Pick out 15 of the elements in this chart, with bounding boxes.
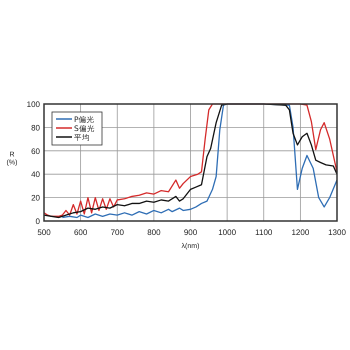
y-tick-label: 20 (31, 194, 41, 203)
y-tick-label: 60 (31, 146, 41, 156)
x-tick-label: 1300 (328, 228, 346, 237)
y-tick-label: 100 (26, 100, 41, 109)
x-tick-label: 600 (74, 228, 88, 237)
x-tick-label: 900 (184, 228, 198, 237)
y-tick-label: 40 (31, 170, 41, 180)
y-tick-label: 80 (31, 123, 41, 132)
x-tick-label: 1000 (218, 228, 237, 237)
x-tick-label: 500 (37, 228, 52, 237)
x-tick-label: 700 (110, 228, 124, 237)
x-tick-label: 1100 (255, 228, 273, 237)
x-tick-label: 1200 (291, 228, 310, 237)
y-tick-label: 0 (36, 217, 41, 226)
x-tick-label: 800 (147, 228, 162, 237)
